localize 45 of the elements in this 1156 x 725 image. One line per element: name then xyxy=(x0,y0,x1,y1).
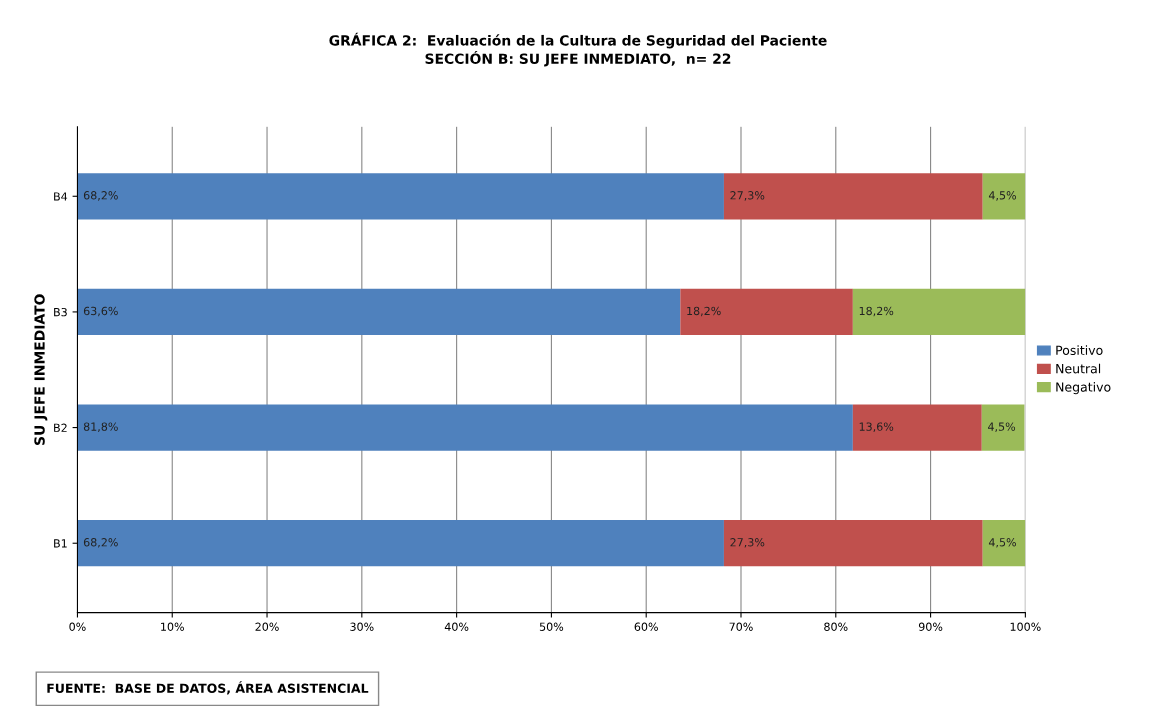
bar xyxy=(680,288,853,336)
data-label: 4,5% xyxy=(988,191,1017,201)
data-label: 13,6% xyxy=(859,422,894,432)
y-tick-label: B3 xyxy=(54,307,67,317)
x-tick-label: 100% xyxy=(1010,622,1041,631)
data-label: 18,2% xyxy=(687,306,721,317)
x-tick-label: 30% xyxy=(350,622,374,631)
bar xyxy=(77,520,724,567)
x-tick-label: 20% xyxy=(255,622,279,631)
legend-label: Neutral xyxy=(1056,363,1101,374)
data-label: 81,8% xyxy=(83,422,118,432)
data-label: 27,3% xyxy=(730,538,765,548)
x-tick-label: 70% xyxy=(729,622,753,631)
x-tick-label: 90% xyxy=(918,622,943,631)
legend-label: Negativo xyxy=(1056,382,1111,395)
bar xyxy=(77,404,853,451)
bar xyxy=(852,288,1026,336)
bar xyxy=(852,404,982,451)
x-tick-label: 0% xyxy=(69,622,86,631)
bar xyxy=(77,288,681,336)
y-tick-label: B2 xyxy=(54,423,67,432)
bar xyxy=(77,173,724,220)
legend-label: Positivo xyxy=(1056,345,1103,356)
data-label: 18,2% xyxy=(859,306,894,317)
data-label: 4,5% xyxy=(988,538,1017,548)
x-tick-label: 80% xyxy=(824,622,848,631)
bar xyxy=(981,404,1025,451)
x-tick-label: 10% xyxy=(161,622,184,631)
data-label: 68,2% xyxy=(83,191,118,201)
data-label: 68,2% xyxy=(83,538,118,548)
x-tick-label: 40% xyxy=(444,622,469,631)
x-tick-label: 50% xyxy=(539,622,564,631)
data-label: 4,5% xyxy=(988,422,1016,432)
bar xyxy=(723,520,983,567)
data-label: 27,3% xyxy=(730,191,765,201)
y-axis-title: SU JEFE INMEDIATO xyxy=(34,294,48,445)
bar xyxy=(982,520,1026,567)
chart-title: GRÁFICA 2: Evaluación de la Cultura de Seguridad del Paciente SECCIÓN B: SU JEFE INMEDIATO, n= 22 xyxy=(329,32,827,67)
bar xyxy=(982,173,1026,220)
data-label: 63,6% xyxy=(83,306,118,317)
y-tick-label: B1 xyxy=(54,539,67,548)
y-tick-label: B4 xyxy=(54,192,68,201)
source-note: FUENTE: BASE DE DATOS, ÁREA ASISTENCIAL xyxy=(47,681,369,695)
x-tick-label: 60% xyxy=(634,622,658,631)
bar xyxy=(723,173,983,220)
